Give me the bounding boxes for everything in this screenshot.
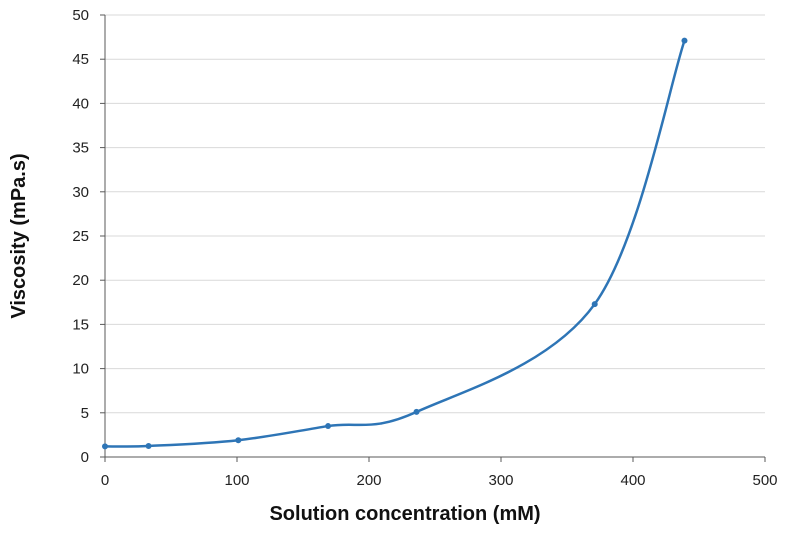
y-tick-label: 40 [72, 95, 89, 112]
x-tick-label: 200 [356, 472, 381, 489]
data-point [681, 37, 688, 44]
x-tick-label: 400 [620, 472, 645, 489]
x-axis-title: Solution concentration (mM) [269, 503, 540, 525]
gridlines [105, 14, 765, 414]
y-tick-label: 35 [72, 140, 89, 157]
x-tick-label: 500 [752, 472, 777, 489]
data-point [102, 443, 108, 450]
y-tick-label: 25 [72, 228, 89, 245]
y-tick-label: 10 [72, 361, 89, 378]
y-tick-label: 0 [81, 449, 89, 466]
data-point [325, 423, 332, 430]
x-tick-label: 0 [101, 472, 109, 489]
x-tick-label: 100 [224, 472, 249, 489]
y-tick-label: 50 [72, 7, 89, 24]
data-point [591, 301, 598, 308]
axes [100, 14, 766, 462]
y-axis-title: Viscosity (mPa.s) [8, 153, 30, 318]
data-point [413, 408, 420, 415]
data-point [235, 437, 242, 444]
y-tick-label: 15 [72, 316, 89, 333]
y-tick-label: 30 [72, 184, 89, 201]
y-tick-label: 45 [72, 51, 89, 68]
y-tick-label: 20 [72, 272, 89, 289]
x-tick-label: 300 [488, 472, 513, 489]
series-line [104, 40, 686, 448]
data-point [145, 442, 152, 449]
y-tick-label: 5 [81, 405, 89, 422]
series-group [102, 37, 688, 450]
